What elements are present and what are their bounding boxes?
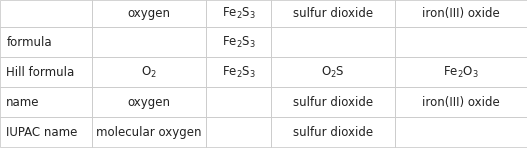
Bar bbox=[271, 87, 395, 117]
Bar bbox=[92, 117, 206, 147]
Bar bbox=[395, 87, 527, 117]
Bar bbox=[206, 87, 271, 117]
Text: molecular oxygen: molecular oxygen bbox=[96, 126, 202, 139]
Text: sulfur dioxide: sulfur dioxide bbox=[293, 126, 374, 139]
Bar bbox=[92, 0, 206, 27]
Bar bbox=[395, 0, 527, 27]
Text: $\mathrm{O_2S}$: $\mathrm{O_2S}$ bbox=[321, 65, 345, 80]
Bar bbox=[0, 57, 92, 87]
Text: $\mathrm{Fe_2S_3}$: $\mathrm{Fe_2S_3}$ bbox=[221, 6, 256, 21]
Bar bbox=[395, 57, 527, 87]
Text: $\mathrm{O_2}$: $\mathrm{O_2}$ bbox=[141, 65, 157, 80]
Bar bbox=[0, 117, 92, 147]
Bar bbox=[92, 87, 206, 117]
Bar bbox=[92, 27, 206, 57]
Text: iron(III) oxide: iron(III) oxide bbox=[422, 7, 500, 20]
Text: iron(III) oxide: iron(III) oxide bbox=[422, 96, 500, 109]
Text: oxygen: oxygen bbox=[128, 7, 170, 20]
Bar bbox=[206, 27, 271, 57]
Text: Hill formula: Hill formula bbox=[6, 66, 75, 79]
Bar bbox=[206, 117, 271, 147]
Bar bbox=[92, 57, 206, 87]
Bar bbox=[206, 57, 271, 87]
Bar bbox=[395, 117, 527, 147]
Text: formula: formula bbox=[6, 36, 52, 49]
Text: $\mathrm{Fe_2O_3}$: $\mathrm{Fe_2O_3}$ bbox=[443, 65, 479, 80]
Bar bbox=[271, 27, 395, 57]
Bar bbox=[0, 0, 92, 27]
Text: oxygen: oxygen bbox=[128, 96, 170, 109]
Text: name: name bbox=[6, 96, 40, 109]
Bar bbox=[0, 87, 92, 117]
Bar bbox=[271, 57, 395, 87]
Text: sulfur dioxide: sulfur dioxide bbox=[293, 7, 374, 20]
Bar bbox=[395, 27, 527, 57]
Text: IUPAC name: IUPAC name bbox=[6, 126, 77, 139]
Text: sulfur dioxide: sulfur dioxide bbox=[293, 96, 374, 109]
Bar bbox=[271, 117, 395, 147]
Bar bbox=[271, 0, 395, 27]
Text: $\mathrm{Fe_2S_3}$: $\mathrm{Fe_2S_3}$ bbox=[221, 35, 256, 50]
Bar bbox=[206, 0, 271, 27]
Text: $\mathrm{Fe_2S_3}$: $\mathrm{Fe_2S_3}$ bbox=[221, 65, 256, 80]
Bar bbox=[0, 27, 92, 57]
